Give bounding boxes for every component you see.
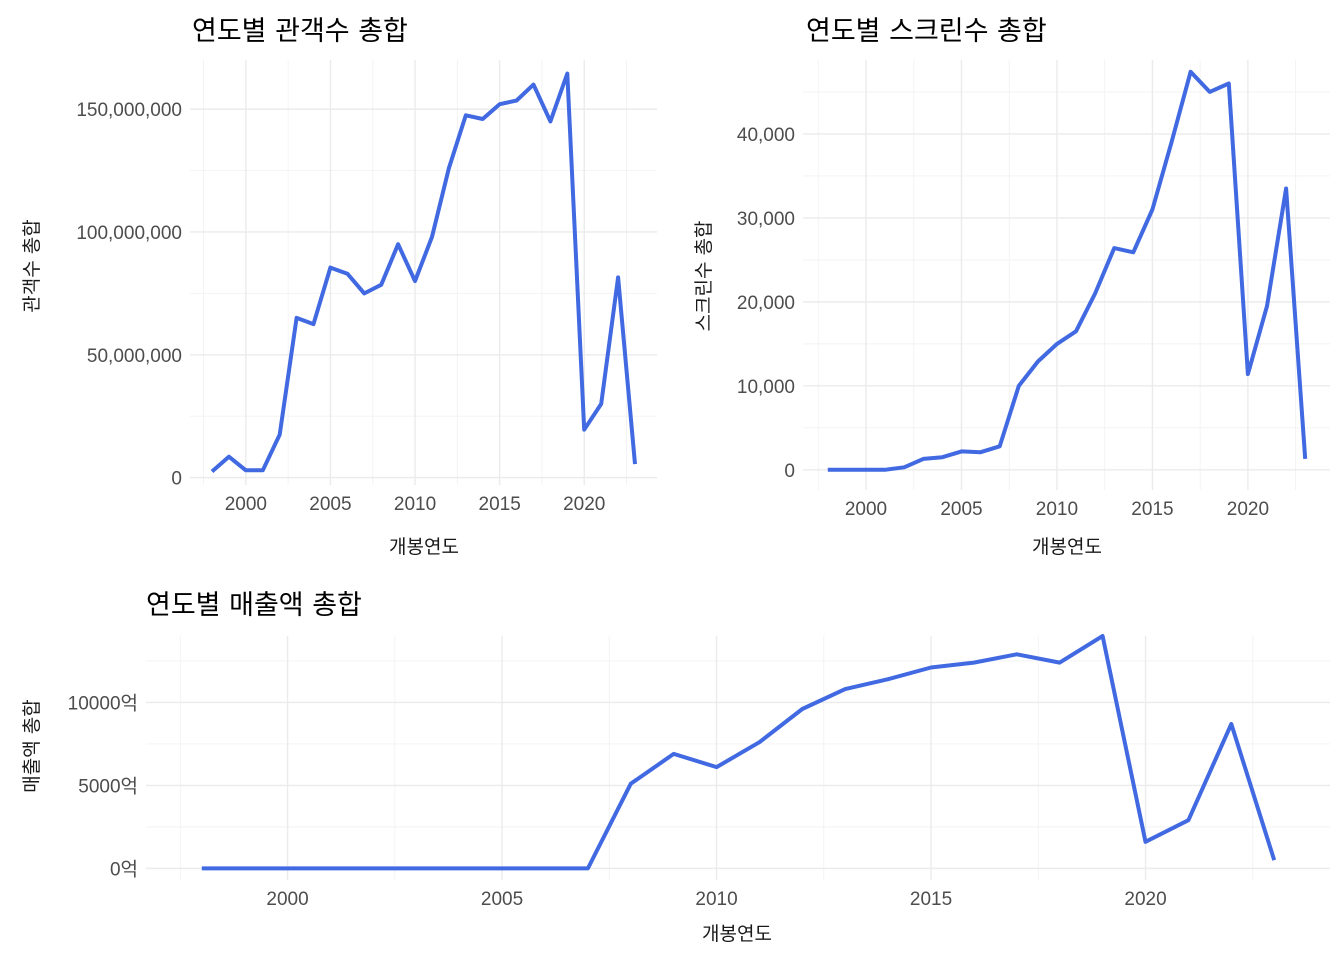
revenue-y-tick-label: 10000억	[68, 692, 138, 714]
screens-y-tick-label: 40,000	[737, 125, 795, 146]
audience-chart-y-axis-label: 관객수 총합	[21, 219, 43, 312]
audience-x-tick-label: 2020	[563, 494, 605, 515]
audience-x-tick-label: 2000	[225, 494, 267, 515]
revenue-chart-x-ticks: 2000 2005 2010 2015 2020	[266, 889, 1166, 910]
audience-y-tick-label: 150,000,000	[76, 100, 182, 121]
revenue-chart-y-axis-label: 매출액 총합	[21, 699, 43, 792]
revenue-y-tick-label: 5000억	[78, 775, 138, 797]
audience-chart: 연도별 관객수 총합 개봉연도 관객수 총합 2000 2005 2010 2015 2…	[21, 16, 657, 558]
audience-series-line	[210, 71, 637, 474]
screens-chart-y-axis-label: 스크린수 총합	[693, 221, 715, 332]
revenue-chart-y-ticks: 0억 5000억 10000억	[68, 692, 138, 880]
audience-y-tick-label: 0	[171, 469, 182, 490]
screens-chart-x-axis-label: 개봉연도	[1032, 536, 1102, 558]
screens-x-tick-label: 2015	[1131, 499, 1173, 520]
screens-y-tick-label: 10,000	[737, 377, 795, 398]
screens-y-tick-label: 0	[784, 461, 795, 482]
revenue-x-tick-label: 2005	[481, 889, 523, 910]
screens-series-line	[827, 69, 1308, 472]
audience-x-tick-label: 2005	[309, 494, 351, 515]
audience-x-tick-label: 2010	[394, 494, 436, 515]
revenue-series-line	[201, 634, 1277, 871]
revenue-x-tick-label: 2020	[1124, 889, 1166, 910]
screens-chart-x-ticks: 2000 2005 2010 2015 2020	[845, 499, 1269, 520]
audience-x-tick-label: 2015	[479, 494, 521, 515]
revenue-x-tick-label: 2000	[266, 889, 308, 910]
revenue-chart: 연도별 매출액 총합 개봉연도 매출액 총합 2000 2005 2010 2015 2…	[21, 590, 1330, 945]
audience-chart-y-ticks: 0 50,000,000 100,000,000 150,000,000	[76, 100, 182, 489]
screens-y-tick-label: 20,000	[737, 293, 795, 314]
screens-x-tick-label: 2010	[1036, 499, 1078, 520]
screens-x-tick-label: 2000	[845, 499, 887, 520]
audience-chart-series	[210, 71, 637, 474]
audience-chart-x-axis-label: 개봉연도	[389, 536, 459, 558]
audience-y-tick-label: 100,000,000	[76, 223, 182, 244]
audience-chart-title: 연도별 관객수 총합	[192, 16, 408, 47]
revenue-x-tick-label: 2010	[695, 889, 737, 910]
screens-chart-y-ticks: 0 10,000 20,000 30,000 40,000	[737, 125, 795, 482]
revenue-chart-grid	[146, 636, 1330, 880]
screens-chart-series	[827, 69, 1308, 472]
screens-chart-grid	[803, 60, 1330, 490]
audience-y-tick-label: 50,000,000	[87, 346, 182, 367]
revenue-chart-title: 연도별 매출액 총합	[146, 590, 362, 621]
screens-chart: 연도별 스크린수 총합 개봉연도 스크린수 총합 2000 2005 2010 201…	[693, 16, 1330, 558]
revenue-x-tick-label: 2015	[910, 889, 952, 910]
screens-x-tick-label: 2020	[1227, 499, 1269, 520]
revenue-chart-x-axis-label: 개봉연도	[702, 923, 772, 945]
revenue-y-tick-label: 0억	[110, 858, 138, 880]
screens-chart-title: 연도별 스크린수 총합	[806, 16, 1047, 47]
audience-chart-grid	[190, 60, 657, 485]
screens-y-tick-label: 30,000	[737, 209, 795, 230]
audience-chart-x-ticks: 2000 2005 2010 2015 2020	[225, 494, 606, 515]
screens-x-tick-label: 2005	[940, 499, 982, 520]
revenue-chart-series	[201, 634, 1277, 871]
